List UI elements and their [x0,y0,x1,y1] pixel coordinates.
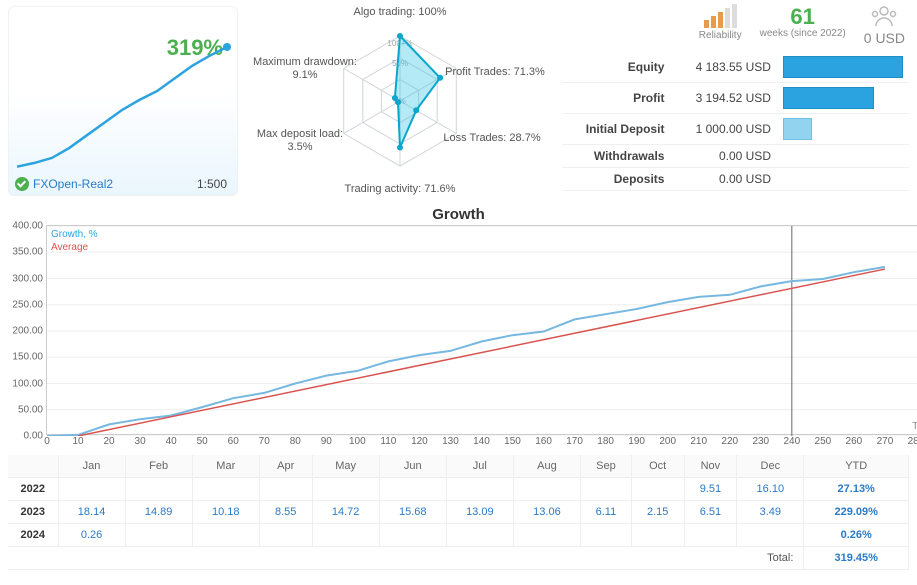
stat-bar [783,87,874,109]
month-header: Jul [446,455,513,478]
month-cell[interactable]: 14.89 [125,501,192,524]
month-cell[interactable]: 6.51 [684,501,737,524]
radar-label-activity: Trading activity: 71.6% [345,183,456,196]
month-cell[interactable]: 6.11 [581,501,632,524]
month-cell[interactable]: 14.72 [312,501,379,524]
month-cell[interactable]: 10.18 [192,501,259,524]
month-row: 20240.260.26% [8,524,909,547]
month-cell[interactable] [379,478,446,501]
month-cell[interactable]: 13.06 [513,501,580,524]
month-cell[interactable]: 13.09 [446,501,513,524]
monthly-returns-table: JanFebMarAprMayJunJulAugSepOctNovDecYTD2… [8,455,909,570]
month-cell[interactable] [312,478,379,501]
month-row: 202318.1414.8910.188.5514.7215.6813.0913… [8,501,909,524]
radar-label-loss: Loss Trades: 28.7% [440,132,544,145]
reliability-bars-icon [699,6,742,28]
month-cell[interactable] [125,524,192,547]
stats-table: Equity4 183.55 USDProfit3 194.52 USDInit… [562,52,909,191]
stat-value: 3 194.52 USD [670,83,777,114]
month-cell[interactable] [631,478,684,501]
month-cell[interactable] [684,524,737,547]
stat-value: 4 183.55 USD [670,52,777,83]
month-header: Oct [631,455,684,478]
month-cell[interactable] [581,524,632,547]
total-value: 319.45% [804,547,909,570]
month-cell[interactable]: 8.55 [259,501,312,524]
stat-row: Profit3 194.52 USD [562,83,909,114]
month-cell[interactable]: 18.14 [58,501,125,524]
month-cell[interactable]: 15.68 [379,501,446,524]
month-header: May [312,455,379,478]
stat-value: 0.00 USD [670,168,777,191]
growth-chart-title: Growth [8,206,909,223]
month-header: Jun [379,455,446,478]
radar-label-profit: Profit Trades: 71.3% [440,66,550,79]
month-cell[interactable] [192,524,259,547]
leverage-value: 1:500 [197,177,227,191]
month-header: Feb [125,455,192,478]
radar-label-maxload: Max deposit load:3.5% [250,128,350,154]
month-header: Jan [58,455,125,478]
kpi-weeks: 61 weeks (since 2022) [760,6,846,46]
month-header: Apr [259,455,312,478]
month-header: Aug [513,455,580,478]
stat-value: 1 000.00 USD [670,114,777,145]
total-label: Total: [8,547,804,570]
month-cell[interactable]: 3.49 [737,501,804,524]
stat-label: Deposits [562,168,670,191]
month-row: 20229.5116.1027.13% [8,478,909,501]
month-cell[interactable] [737,524,804,547]
stat-row: Withdrawals0.00 USD [562,145,909,168]
stat-label: Withdrawals [562,145,670,168]
equity-curve-panel: 319% FXOpen-Real2 1:500 [8,6,238,196]
month-cell[interactable] [259,524,312,547]
broker-name[interactable]: FXOpen-Real2 [33,177,113,191]
month-cell[interactable] [631,524,684,547]
month-cell[interactable] [581,478,632,501]
stat-row: Initial Deposit1 000.00 USD [562,114,909,145]
equity-curve-chart [9,7,239,197]
month-cell[interactable] [513,478,580,501]
stat-row: Equity4 183.55 USD [562,52,909,83]
radar-panel: 100+%50%0% Algo trading: 100% Profit Tra… [250,6,550,196]
verified-icon [15,177,29,191]
month-header [8,455,58,478]
month-header: Nov [684,455,737,478]
month-cell[interactable] [259,478,312,501]
month-cell[interactable] [125,478,192,501]
month-cell[interactable]: 0.26 [58,524,125,547]
month-cell[interactable] [58,478,125,501]
stat-label: Profit [562,83,670,114]
month-cell[interactable]: 9.51 [684,478,737,501]
stat-value: 0.00 USD [670,145,777,168]
ytd-cell: 0.26% [804,524,909,547]
ytd-cell: 27.13% [804,478,909,501]
stat-label: Equity [562,52,670,83]
radar-label-drawdown: Maximum drawdown:9.1% [250,56,360,82]
month-cell[interactable] [446,524,513,547]
stats-panel: Reliability 61 weeks (since 2022) [562,6,909,196]
month-header: Sep [581,455,632,478]
kpi-subscribers: 0 USD [864,6,905,46]
month-cell[interactable] [379,524,446,547]
kpi-reliability: Reliability [699,6,742,46]
month-header: YTD [804,455,909,478]
stat-bar [783,56,903,78]
subscribers-icon [864,6,905,28]
stat-row: Deposits0.00 USD [562,168,909,191]
stat-bar [783,118,812,140]
ytd-cell: 229.09% [804,501,909,524]
month-cell[interactable] [446,478,513,501]
radar-chart: 100+%50%0% [250,6,550,196]
stat-label: Initial Deposit [562,114,670,145]
month-cell[interactable] [312,524,379,547]
radar-label-algo: Algo trading: 100% [354,6,447,19]
month-cell[interactable]: 2.15 [631,501,684,524]
month-cell[interactable] [192,478,259,501]
growth-chart: Growth, % Average Trades 0.0050.00100.00… [46,225,917,435]
month-header: Mar [192,455,259,478]
month-cell[interactable] [513,524,580,547]
month-cell[interactable]: 16.10 [737,478,804,501]
month-header: Dec [737,455,804,478]
